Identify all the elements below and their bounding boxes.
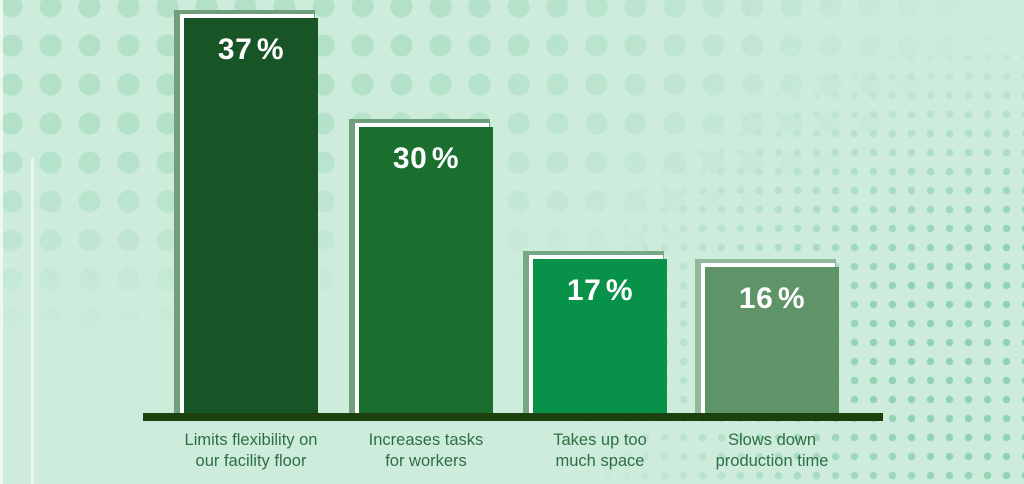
category-label-line: Takes up too [553, 431, 647, 449]
category-label-line: our facility floor [195, 452, 307, 471]
bar-value-label: 16 % [738, 282, 806, 315]
category-label-line: production time [715, 452, 829, 471]
bar-group-4: 16 % [695, 259, 839, 414]
category-label-line: Slows down [727, 431, 817, 449]
bar-fill [359, 127, 493, 414]
bar-group-3: 17 % [523, 251, 667, 414]
category-label-4: Slows down production time [662, 430, 882, 472]
category-label-3: Takes up too much space [490, 430, 710, 472]
category-label-line: Limits flexibility on [184, 431, 318, 449]
category-label-line: much space [555, 452, 645, 471]
category-label-2: Increases tasks for workers [316, 430, 536, 472]
category-label-line: for workers [385, 452, 467, 471]
bar-group-2: 30 % [349, 119, 493, 414]
bar-fill [533, 259, 667, 414]
category-label-line: Increases tasks [368, 431, 484, 449]
bar-value-label: 30 % [392, 142, 460, 175]
bar-value-label: 17 % [566, 274, 634, 307]
vertical-highlight-line [31, 158, 34, 484]
category-label-1: Limits flexibility on our facility floor [141, 430, 361, 472]
bar-fill [184, 18, 318, 414]
baseline-axis [143, 413, 883, 421]
left-edge-highlight [0, 0, 3, 484]
bar-group-1: 37 % [174, 10, 318, 414]
bar-value-label: 37 % [217, 33, 285, 66]
bar-fill [705, 267, 839, 414]
